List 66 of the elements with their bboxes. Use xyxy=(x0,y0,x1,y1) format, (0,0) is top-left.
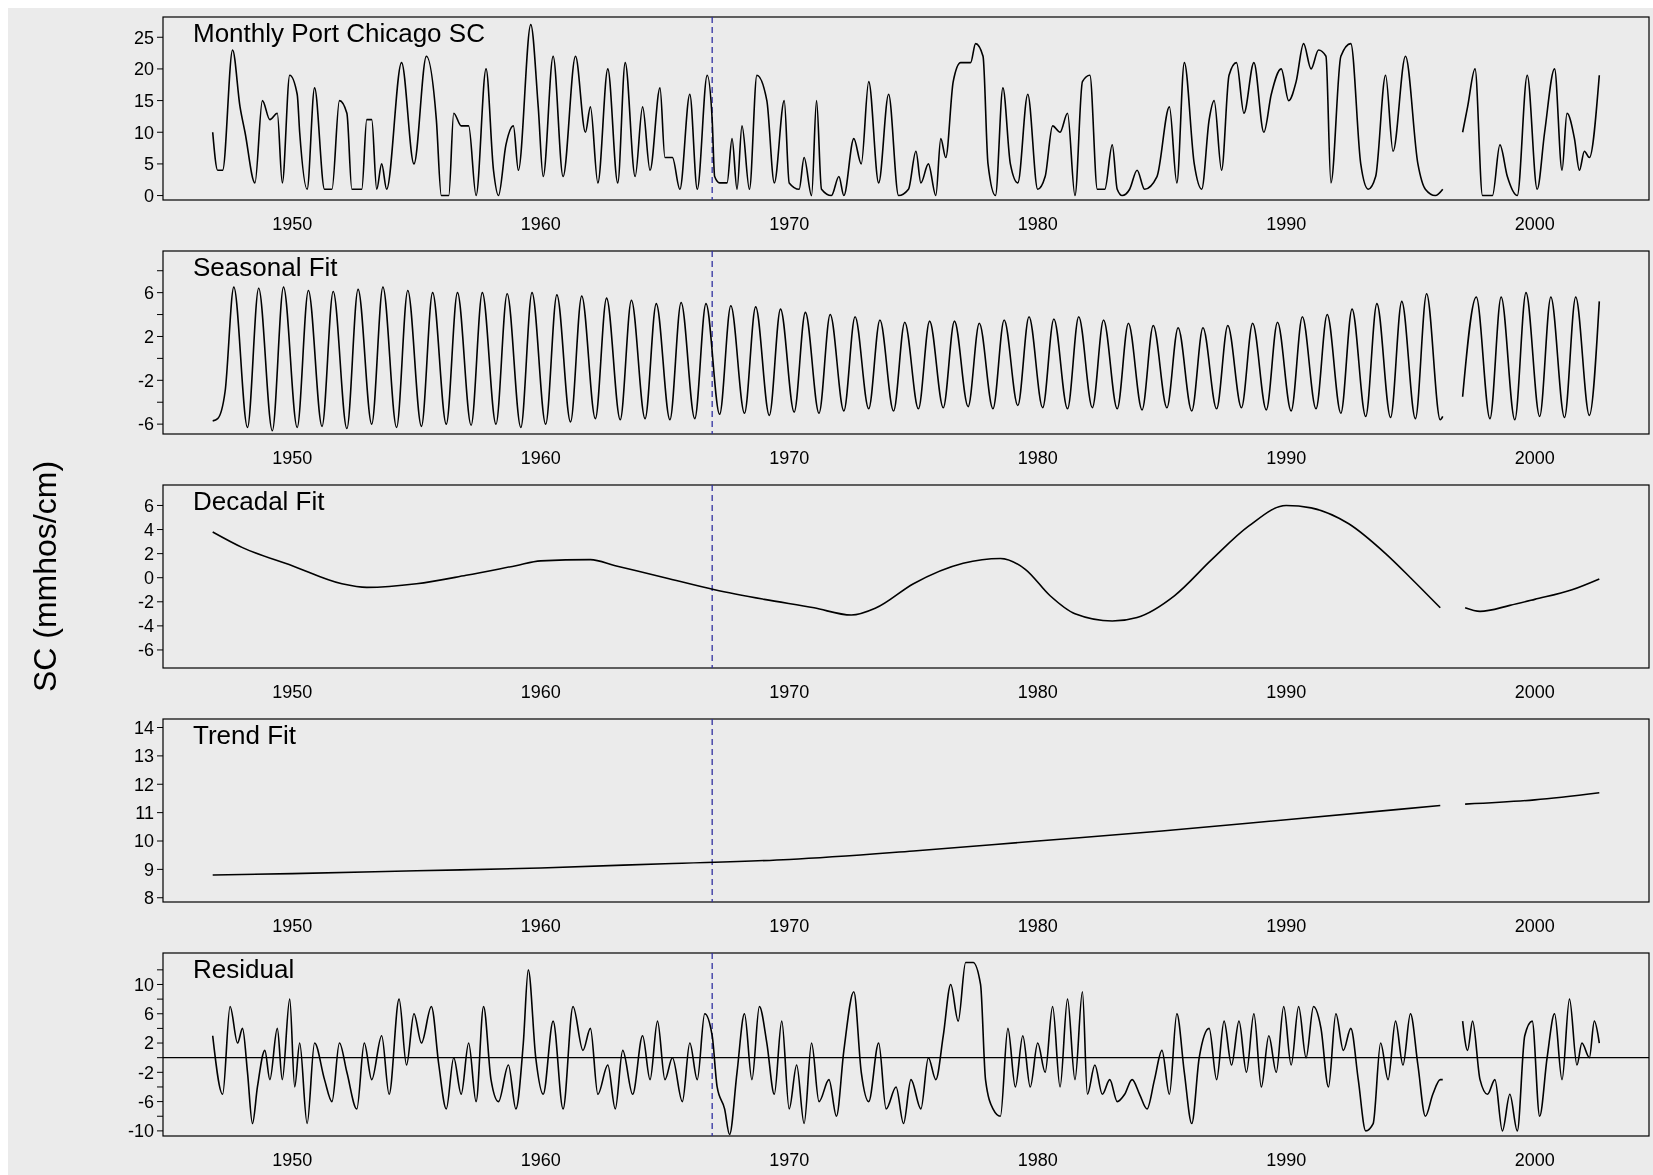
x-tick-label: 2000 xyxy=(1514,682,1555,702)
chart-title: Trend Fit xyxy=(193,720,297,750)
x-tick-label: 1960 xyxy=(520,214,561,234)
x-tick-label: 1990 xyxy=(1266,1150,1307,1170)
x-tick-label: 1980 xyxy=(1017,448,1058,468)
y-tick-label: 2 xyxy=(143,1033,154,1054)
y-tick-label: 8 xyxy=(143,888,154,909)
chart-title: Decadal Fit xyxy=(193,486,326,516)
y-tick-label: -6 xyxy=(137,640,154,661)
x-tick-label: 2000 xyxy=(1514,448,1555,468)
x-tick-label: 1970 xyxy=(769,1150,810,1170)
x-tick-label: 1980 xyxy=(1017,916,1058,936)
y-tick-label: 12 xyxy=(133,774,154,795)
y-tick-label: 2 xyxy=(143,543,154,564)
y-tick-label: -6 xyxy=(137,414,154,435)
x-tick-label: 1960 xyxy=(520,682,561,702)
x-tick-label: 1970 xyxy=(769,916,810,936)
y-tick-label: 14 xyxy=(133,717,154,738)
y-tick-label: 2 xyxy=(143,326,154,347)
y-tick-label: -10 xyxy=(127,1121,154,1142)
x-tick-label: 1950 xyxy=(272,448,313,468)
y-tick-label: 0 xyxy=(143,185,154,206)
chart-title: Seasonal Fit xyxy=(193,252,339,282)
chart-title: Residual xyxy=(193,954,295,984)
y-tick-label: 25 xyxy=(133,27,154,48)
y-tick-label: -4 xyxy=(137,616,154,637)
y-tick-label: 6 xyxy=(143,282,154,303)
y-tick-label: 5 xyxy=(143,154,154,175)
y-tick-label: 10 xyxy=(133,974,154,995)
y-tick-label: -2 xyxy=(137,370,154,391)
x-tick-label: 1990 xyxy=(1266,214,1307,234)
x-tick-label: 1980 xyxy=(1017,214,1058,234)
y-tick-label: 4 xyxy=(143,519,154,540)
y-axis-title: SC (mmhos/cm) xyxy=(27,460,63,693)
x-tick-label: 2000 xyxy=(1514,214,1555,234)
y-tick-label: 6 xyxy=(143,1004,154,1025)
x-tick-label: 1970 xyxy=(769,448,810,468)
x-tick-label: 1960 xyxy=(520,448,561,468)
x-tick-label: 1990 xyxy=(1266,448,1307,468)
x-tick-label: 1980 xyxy=(1017,682,1058,702)
y-tick-label: 20 xyxy=(133,59,154,80)
y-tick-label: 11 xyxy=(135,802,154,823)
y-tick-label: 6 xyxy=(143,495,154,516)
x-tick-label: 2000 xyxy=(1514,916,1555,936)
y-tick-label: -2 xyxy=(137,592,154,613)
y-tick-label: -6 xyxy=(137,1091,154,1112)
x-tick-label: 1950 xyxy=(272,214,313,234)
x-tick-label: 1950 xyxy=(272,682,313,702)
x-tick-label: 1950 xyxy=(272,1150,313,1170)
x-tick-label: 1960 xyxy=(520,916,561,936)
y-tick-label: 10 xyxy=(133,831,154,852)
x-tick-label: 1960 xyxy=(520,1150,561,1170)
x-tick-label: 2000 xyxy=(1514,1150,1555,1170)
y-tick-label: 15 xyxy=(133,90,154,111)
x-tick-label: 1970 xyxy=(769,682,810,702)
y-tick-label: 0 xyxy=(143,568,154,588)
y-tick-label: 9 xyxy=(143,859,154,880)
x-tick-label: 1980 xyxy=(1017,1150,1058,1170)
x-tick-label: 1990 xyxy=(1266,682,1307,702)
chart-title: Monthly Port Chicago SC xyxy=(193,18,485,48)
y-tick-label: 13 xyxy=(133,746,154,767)
x-tick-label: 1950 xyxy=(272,916,313,936)
y-tick-label: -2 xyxy=(137,1062,154,1083)
x-tick-label: 1970 xyxy=(769,214,810,234)
y-tick-label: 10 xyxy=(133,122,154,143)
x-tick-label: 1990 xyxy=(1266,916,1307,936)
